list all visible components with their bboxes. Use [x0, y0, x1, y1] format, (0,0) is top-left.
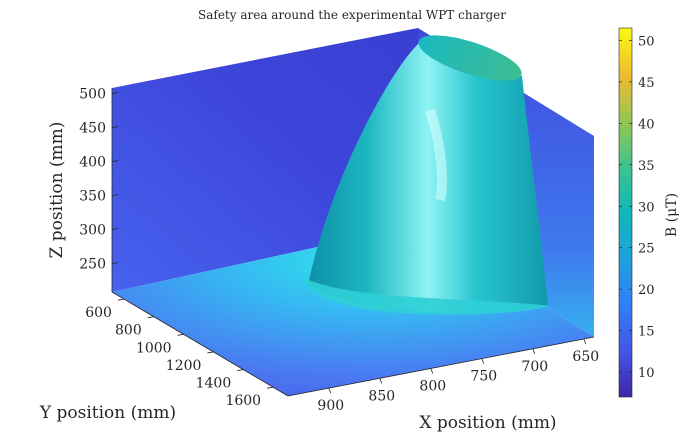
x-axis-ticks: 650 700 750 800 850 900 — [317, 338, 599, 414]
colorbar-tick-label: 35 — [638, 159, 655, 174]
z-tick-label: 350 — [79, 189, 106, 205]
colorbar-label: B (μT) — [664, 193, 680, 237]
z-tick-label: 300 — [79, 223, 106, 239]
y-tick-label: 1400 — [196, 376, 232, 392]
z-tick-label: 250 — [79, 257, 106, 273]
colorbar — [618, 27, 633, 398]
colorbar-tick-label: 50 — [638, 34, 655, 49]
y-tick-mark — [147, 316, 154, 319]
y-tick-mark — [237, 369, 244, 371]
x-tick-label: 650 — [572, 349, 599, 365]
z-tick-mark — [111, 262, 119, 264]
y-axis-label: Y position (mm) — [39, 403, 176, 423]
cone-isosurface — [300, 35, 550, 315]
x-tick-mark — [583, 338, 587, 345]
x-tick-mark — [430, 368, 434, 374]
x-tick-label: 850 — [368, 388, 395, 404]
x-tick-mark — [328, 387, 332, 394]
z-axis-label: Z position (mm) — [47, 122, 67, 259]
z-tick-mark — [111, 92, 119, 94]
y-tick-mark — [207, 351, 214, 354]
colorbar-tick-label: 10 — [638, 366, 655, 381]
colorbar-tick-label: 15 — [638, 325, 655, 340]
z-tick-mark — [111, 228, 119, 230]
colorbar-tick-label: 30 — [638, 200, 655, 215]
y-tick-label: 600 — [85, 305, 112, 321]
z-tick-mark — [111, 160, 119, 162]
y-tick-mark — [267, 386, 274, 389]
x-tick-label: 900 — [317, 398, 344, 414]
y-tick-label: 800 — [115, 323, 142, 339]
z-axis-ticks: 250 300 350 400 450 500 — [79, 87, 119, 273]
z-tick-label: 400 — [79, 155, 106, 171]
z-tick-label: 450 — [79, 121, 106, 137]
x-tick-label: 700 — [521, 359, 548, 375]
colorbar-tick-label: 40 — [638, 117, 655, 132]
colorbar-tick-label: 45 — [638, 76, 655, 91]
colorbar-ticks: 10 15 20 25 30 35 40 45 50 — [619, 34, 655, 381]
axes-box — [111, 88, 595, 397]
z-tick-mark — [111, 126, 119, 128]
y-tick-label: 1000 — [136, 340, 172, 356]
z-tick-label: 500 — [79, 87, 106, 103]
colorbar-tick-label: 25 — [638, 242, 655, 257]
x-tick-label: 750 — [470, 369, 497, 385]
z-tick-mark — [111, 194, 119, 196]
x-tick-mark — [379, 378, 383, 384]
colorbar-tick-label: 20 — [638, 283, 655, 298]
x-axis-label: X position (mm) — [419, 413, 556, 433]
y-tick-mark — [177, 333, 184, 336]
y-tick-label: 1600 — [225, 393, 261, 409]
y-tick-label: 1200 — [166, 358, 202, 374]
chart-title: Safety area around the experimental WPT … — [198, 8, 506, 22]
x-tick-mark — [532, 348, 536, 354]
y-tick-mark — [117, 298, 124, 301]
x-tick-label: 800 — [419, 378, 446, 394]
x-tick-mark — [481, 358, 485, 364]
